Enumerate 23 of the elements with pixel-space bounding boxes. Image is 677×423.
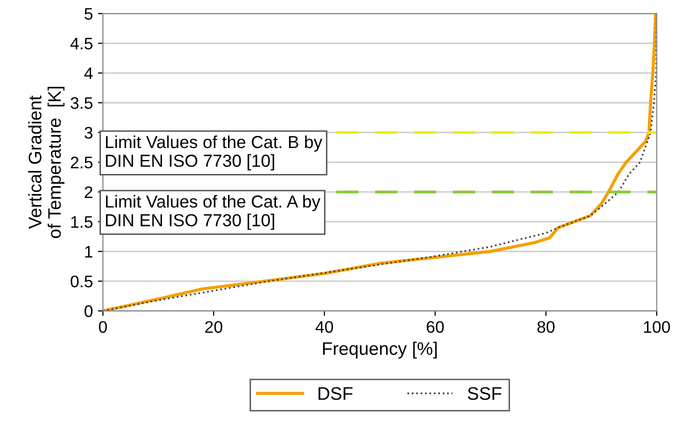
y-tick-label: 5 [84,8,92,20]
x-tick-label: 60 [426,321,444,333]
legend-label: SSF [468,387,502,400]
x-tick-label: 40 [316,321,334,333]
x-tick-label: 80 [537,321,555,333]
y-tick-label: 4 [84,68,93,80]
x-tick-label: 100 [644,321,670,333]
y-tick-label: 1 [85,246,92,258]
x-axis-title: Frequency [%] [323,342,437,359]
y-tick-label: 4.5 [70,38,92,50]
y-tick-label: 1.5 [71,216,92,228]
ref-line-label: Limit Values of the Cat. B by DIN EN ISO 7730 [10] [106,135,322,170]
legend-label: DSF [318,387,352,400]
y-axis-title: Vertical Gradient of Temperature [K] [28,86,64,238]
x-tick-label: 0 [98,321,107,333]
y-tick-label: 3 [84,126,92,139]
y-tick-label: 0.5 [70,276,92,288]
y-tick-label: 2.5 [70,156,92,168]
y-tick-label: 2 [84,186,92,198]
ref-line-label: Limit Values of the Cat. A by DIN EN ISO 7730 [10] [106,194,320,230]
x-tick-label: 20 [205,321,222,333]
y-tick-label: 3.5 [70,97,92,109]
y-tick-label: 0 [84,305,93,318]
